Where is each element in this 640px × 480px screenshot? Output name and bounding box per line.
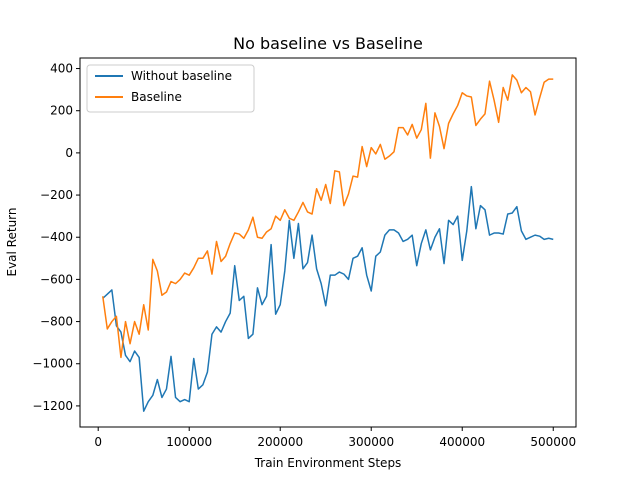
legend-label-baseline: Baseline	[131, 90, 182, 104]
y-tick-label: −400	[40, 230, 73, 244]
x-tick-label: 200000	[257, 435, 303, 449]
y-axis-title: Eval Return	[5, 207, 19, 276]
y-tick-label: −200	[40, 188, 73, 202]
x-axis-title: Train Environment Steps	[254, 456, 402, 470]
y-tick-label: −1200	[32, 399, 73, 413]
axes-frame	[79, 57, 577, 428]
y-tick-label: 400	[50, 62, 73, 76]
plot-lines	[102, 74, 554, 412]
x-tick-label: 300000	[348, 435, 394, 449]
x-axis-ticks: 0 100000 200000 300000 400000 500000	[94, 427, 576, 449]
x-tick-label: 500000	[530, 435, 576, 449]
x-tick-label: 100000	[166, 435, 212, 449]
y-axis-ticks: −1200 −1000 −800 −600 −400 −200 0 200 400	[32, 62, 80, 413]
y-tick-label: −800	[40, 315, 73, 329]
legend-box	[86, 64, 255, 113]
x-tick-label: 400000	[439, 435, 485, 449]
legend-label-without-baseline: Without baseline	[131, 69, 232, 83]
legend: Without baseline Baseline	[86, 64, 255, 113]
y-tick-label: −600	[40, 272, 73, 286]
series-line-without-baseline	[102, 185, 554, 412]
series-line-baseline	[102, 74, 554, 359]
x-tick-label: 0	[94, 435, 102, 449]
chart-title: No baseline vs Baseline	[233, 34, 423, 53]
y-tick-label: 200	[50, 104, 73, 118]
y-tick-label: 0	[65, 146, 73, 160]
y-tick-label: −1000	[32, 357, 73, 371]
